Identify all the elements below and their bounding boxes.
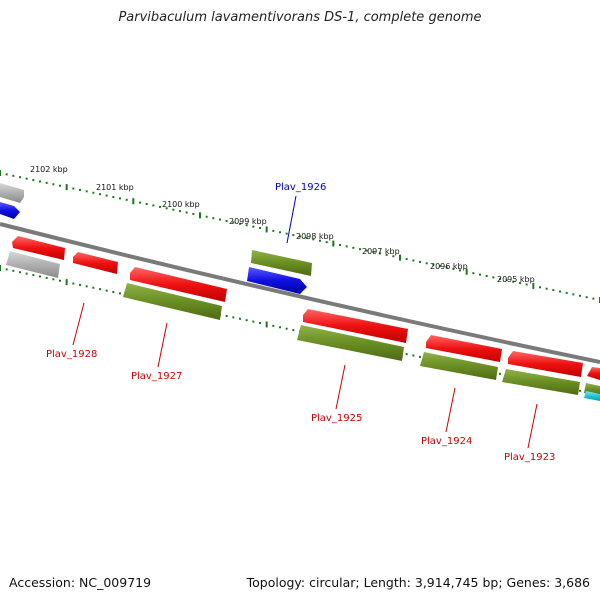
- gene-label-plav-1924[interactable]: Plav_1924: [421, 436, 472, 447]
- gene-arrow-blue[interactable]: [0, 202, 20, 219]
- gene-arrow-gray-lower[interactable]: [6, 251, 60, 278]
- gene-arrow-olive-1925[interactable]: [297, 325, 404, 361]
- gene-arrow-red-1924[interactable]: [426, 335, 502, 362]
- accession-label: Accession: NC_009719: [9, 575, 152, 590]
- gene-label-plav-1923[interactable]: Plav_1923: [504, 452, 555, 463]
- scale-label: 2099 kbp: [229, 217, 267, 226]
- gene-label-plav-1925[interactable]: Plav_1925: [311, 413, 362, 424]
- gene-arrow-blue-1926[interactable]: [247, 267, 307, 294]
- gene-arrow-gray[interactable]: [0, 183, 24, 203]
- outer-tick-row: [0, 170, 600, 303]
- gene-label-plav-1926[interactable]: Plav_1926: [275, 182, 326, 193]
- scale-labels: 2102 kbp 2101 kbp 2100 kbp 2099 kbp 2098…: [30, 165, 535, 284]
- scale-label: 2098 kbp: [296, 232, 334, 241]
- gene-arrow-olive-1923[interactable]: [502, 369, 580, 395]
- gene-arrow-red[interactable]: [12, 236, 65, 260]
- gene-arrow-olive-1927[interactable]: [123, 283, 222, 320]
- gene-arrow-red-1928[interactable]: [73, 252, 118, 274]
- gene-arrow-red-1925[interactable]: [303, 309, 408, 343]
- label-leaders: [72, 195, 538, 449]
- gene-arrow-red-1923[interactable]: [508, 351, 583, 377]
- scale-label: 2096 kbp: [430, 262, 468, 271]
- gene-arrow-red-1927[interactable]: [130, 267, 227, 302]
- gene-labels: Plav_1926 Plav_1928 Plav_1927 Plav_1925 …: [46, 182, 555, 463]
- gene-label-plav-1928[interactable]: Plav_1928: [46, 349, 97, 360]
- genome-backbone: [0, 222, 600, 364]
- scale-label: 2095 kbp: [497, 275, 535, 284]
- gene-arrow-olive-1924[interactable]: [420, 352, 498, 380]
- gene-arrow-olive-1926[interactable]: [251, 250, 312, 276]
- scale-label: 2102 kbp: [30, 165, 68, 174]
- gene-track-outer: [0, 183, 312, 294]
- gene-label-plav-1927[interactable]: Plav_1927: [131, 371, 182, 382]
- page-title: Parvibaculum lavamentivorans DS-1, compl…: [118, 10, 482, 25]
- scale-label: 2101 kbp: [96, 183, 134, 192]
- genome-summary: Topology: circular; Length: 3,914,745 bp…: [246, 575, 590, 590]
- gene-arrow-red-edge[interactable]: [587, 367, 600, 380]
- scale-label: 2097 kbp: [362, 247, 400, 256]
- scale-label: 2100 kbp: [162, 200, 200, 209]
- gene-track-inner: [6, 236, 600, 401]
- gene-arrow-cyan-edge[interactable]: [584, 391, 600, 401]
